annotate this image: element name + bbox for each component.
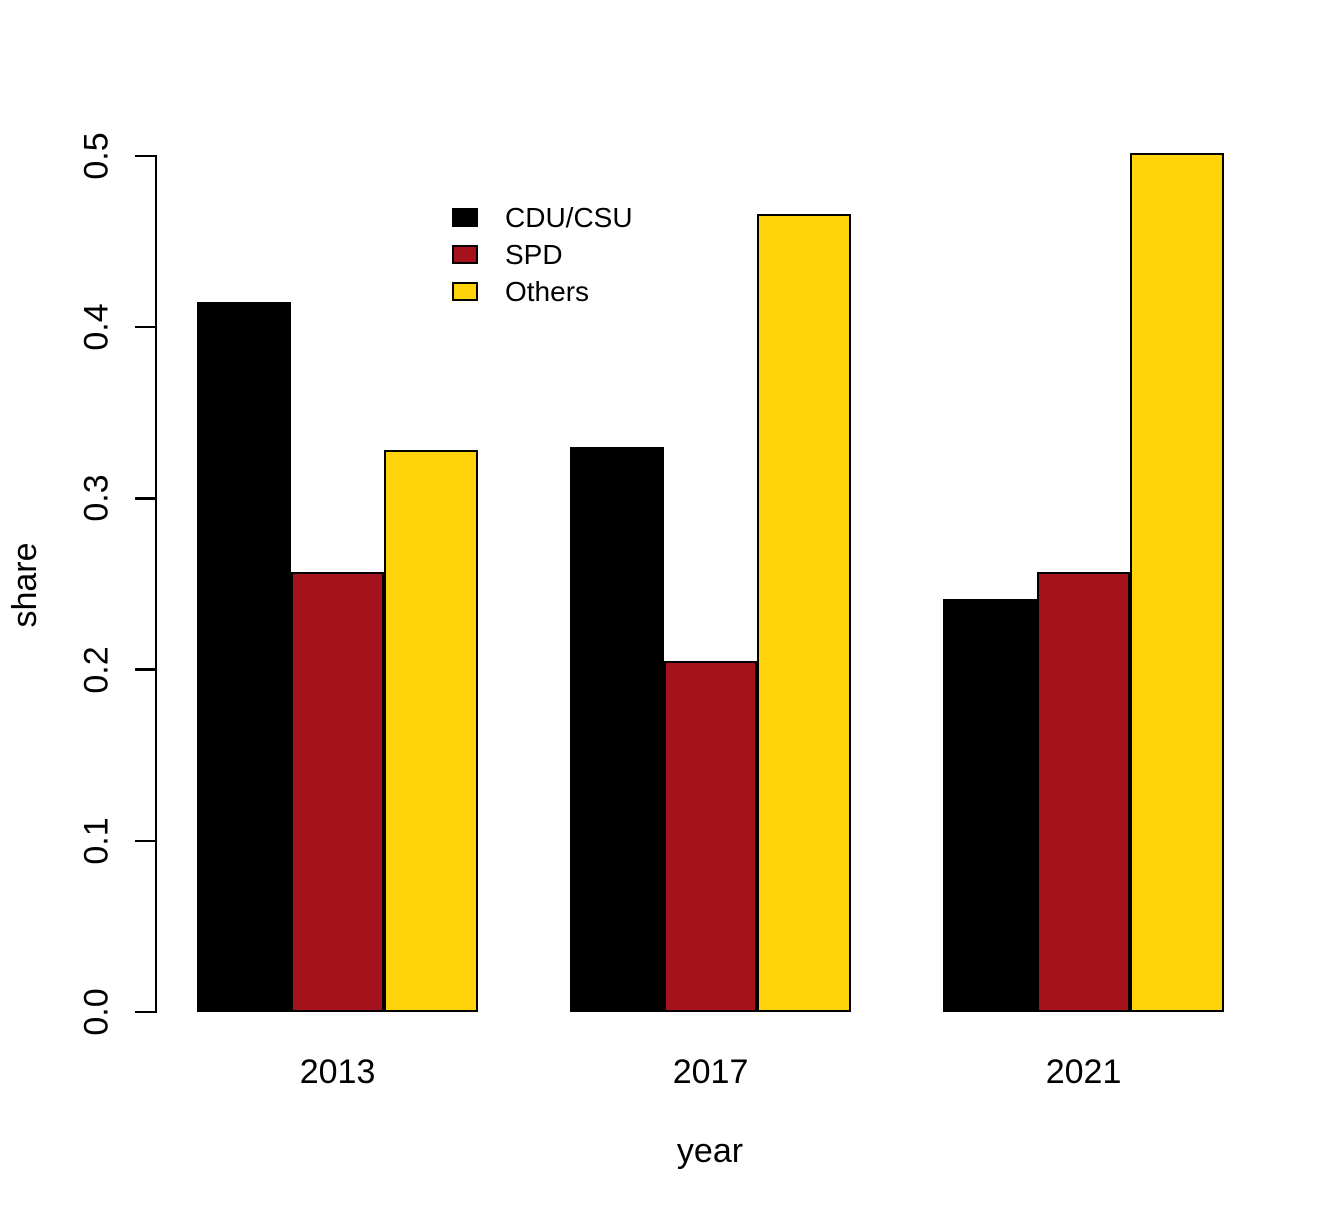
y-tick-label: 0.3 <box>77 474 116 523</box>
x-axis-title: year <box>676 1132 744 1170</box>
bar-2013-cdu-csu <box>197 301 291 1012</box>
y-axis-title: share <box>6 542 44 628</box>
y-axis-line <box>154 156 157 1012</box>
legend-label: SPD <box>505 238 563 270</box>
y-tick-label: 0.4 <box>77 303 116 351</box>
legend-swatch-spd <box>452 245 478 264</box>
y-axis-tick <box>135 497 157 500</box>
legend-label: CDU/CSU <box>505 201 633 233</box>
bar-2013-others <box>384 450 479 1012</box>
legend-item-spd: SPD <box>452 236 633 273</box>
y-axis-tick <box>135 839 157 843</box>
y-axis-tick <box>135 1010 157 1014</box>
y-tick-label: 0.0 <box>77 988 116 1036</box>
x-category-label-2021: 2021 <box>1045 1053 1122 1091</box>
y-tick-label: 0.2 <box>77 645 116 694</box>
y-tick-label: 0.1 <box>77 817 116 865</box>
y-tick-label: 0.5 <box>77 132 116 180</box>
bar-2021-others <box>1130 152 1225 1012</box>
legend-swatch-cdu-csu <box>452 208 478 227</box>
legend-swatch-others <box>452 282 478 301</box>
bar-2017-others <box>757 214 852 1012</box>
bar-2017-cdu-csu <box>570 447 664 1012</box>
bar-2021-spd <box>1036 572 1131 1012</box>
legend-label: Others <box>505 275 590 307</box>
legend-item-cdu-csu: CDU/CSU <box>452 199 633 236</box>
bar-2013-spd <box>290 572 385 1012</box>
y-axis-tick <box>135 154 157 158</box>
y-axis-tick <box>135 325 157 329</box>
y-axis-tick <box>135 668 157 671</box>
legend: CDU/CSU SPD Others <box>452 199 633 310</box>
legend-item-others: Others <box>452 273 633 310</box>
bar-2017-spd <box>663 661 758 1012</box>
x-category-label-2013: 2013 <box>299 1053 376 1091</box>
x-category-label-2017: 2017 <box>672 1053 749 1091</box>
bar-2021-cdu-csu <box>943 599 1037 1012</box>
